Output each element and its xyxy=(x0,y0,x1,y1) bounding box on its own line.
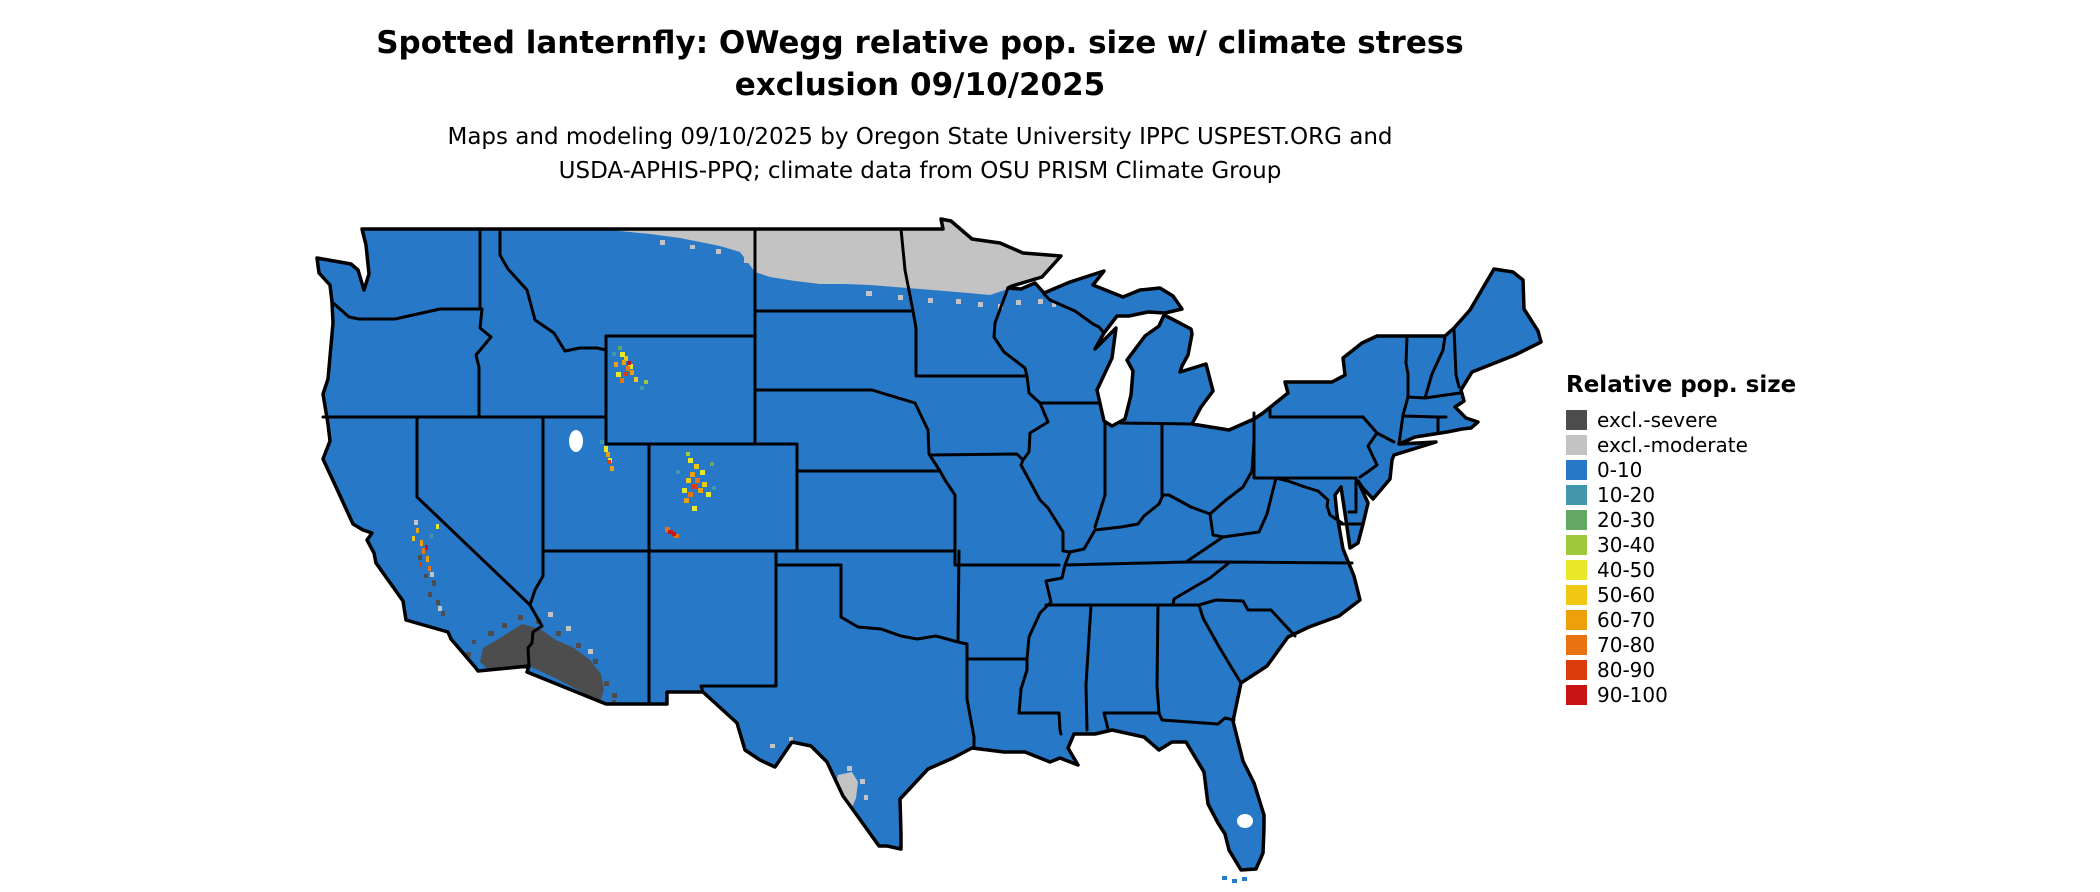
speckles-80-90 xyxy=(419,372,697,567)
state-borders xyxy=(321,227,1462,748)
legend-label: excl.-severe xyxy=(1597,408,1718,432)
legend-swatch-30-40 xyxy=(1566,535,1587,555)
legend-swatch-10-20 xyxy=(1566,485,1587,505)
legend-row: 20-30 xyxy=(1566,508,1796,532)
legend-row: 90-100 xyxy=(1566,683,1796,707)
legend-label: 90-100 xyxy=(1597,683,1668,707)
speckles-10-20 xyxy=(430,352,716,538)
legend-row: 40-50 xyxy=(1566,558,1796,582)
legend-row: excl.-moderate xyxy=(1566,433,1796,457)
figure-subtitle-line1: Maps and modeling 09/10/2025 by Oregon S… xyxy=(447,124,1393,150)
speckles-90-100 xyxy=(425,361,676,550)
exclusion-moderate-north-region xyxy=(600,219,1072,295)
legend-title: Relative pop. size xyxy=(1566,372,1797,398)
legend-swatch-excl-moderate xyxy=(1566,435,1587,455)
great-salt-lake xyxy=(569,430,583,452)
figure-subtitle-line2: USDA-APHIS-PPQ; climate data from OSU PR… xyxy=(558,158,1282,184)
legend-swatch-90-100 xyxy=(1566,685,1587,705)
speckles-70-80 xyxy=(422,366,700,571)
inland-lakes xyxy=(569,430,1253,828)
speckles-excl-moderate xyxy=(414,240,1056,821)
legend-row: 10-20 xyxy=(1566,483,1796,507)
legend-row: excl.-severe xyxy=(1566,408,1796,432)
legend-row: 60-70 xyxy=(1566,608,1796,632)
legend-row: 70-80 xyxy=(1566,633,1796,657)
figure-title-line2: exclusion 09/10/2025 xyxy=(734,67,1106,103)
conus-outline xyxy=(315,217,1543,872)
figure-title: Spotted lanternfly: OWegg relative pop. … xyxy=(0,22,1840,106)
legend-row: 80-90 xyxy=(1566,658,1796,682)
lake-okeechobee xyxy=(1237,814,1253,828)
speckles-excl-severe xyxy=(418,555,617,704)
legend-swatch-50-60 xyxy=(1566,585,1587,605)
legend-label: excl.-moderate xyxy=(1597,433,1748,457)
legend-row: 0-10 xyxy=(1566,458,1796,482)
map-legend: Relative pop. size excl.-severe excl.-mo… xyxy=(1566,372,1796,710)
legend-label: 10-20 xyxy=(1597,483,1656,507)
legend-swatch-excl-severe xyxy=(1566,410,1587,430)
exclusion-severe-southwest-region xyxy=(480,624,604,702)
speckles-20-30 xyxy=(618,346,714,466)
legend-label: 20-30 xyxy=(1597,508,1656,532)
legend-swatch-20-30 xyxy=(1566,510,1587,530)
legend-label: 40-50 xyxy=(1597,558,1656,582)
speckles-30-40 xyxy=(644,380,690,456)
legend-label: 80-90 xyxy=(1597,658,1656,682)
legend-label: 30-40 xyxy=(1597,533,1656,557)
legend-row: 30-40 xyxy=(1566,533,1796,557)
legend-swatch-70-80 xyxy=(1566,635,1587,655)
legend-row: 50-60 xyxy=(1566,583,1796,607)
figure-title-line1: Spotted lanternfly: OWegg relative pop. … xyxy=(376,25,1464,61)
legend-label: 60-70 xyxy=(1597,608,1656,632)
legend-swatch-80-90 xyxy=(1566,660,1587,680)
florida-keys xyxy=(1222,876,1247,883)
legend-swatch-40-50 xyxy=(1566,560,1587,580)
figure-subtitle: Maps and modeling 09/10/2025 by Oregon S… xyxy=(0,120,1840,188)
speckles-60-70 xyxy=(416,360,703,562)
speckles-50-60 xyxy=(412,356,707,541)
legend-swatch-60-70 xyxy=(1566,610,1587,630)
legend-label: 0-10 xyxy=(1597,458,1643,482)
legend-swatch-0-10 xyxy=(1566,460,1587,480)
legend-label: 70-80 xyxy=(1597,633,1656,657)
legend-label: 50-60 xyxy=(1597,583,1656,607)
